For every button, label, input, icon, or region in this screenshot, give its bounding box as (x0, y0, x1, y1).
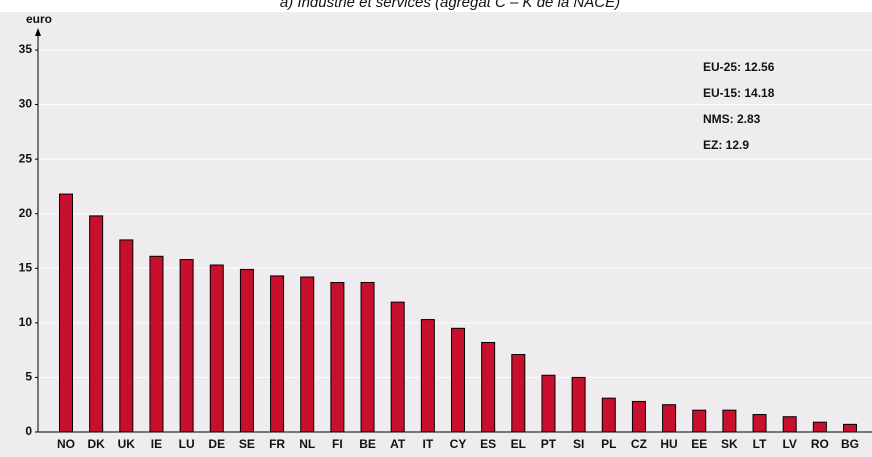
bar (511, 354, 526, 433)
bar (812, 421, 827, 433)
bar (481, 342, 496, 433)
x-tick-label: FI (332, 437, 343, 451)
annotation: NMS: 2.83 (703, 112, 761, 126)
x-tick-label: PL (601, 437, 616, 451)
y-tick-label: 25 (19, 151, 33, 165)
annotation: EZ: 12.9 (703, 138, 749, 152)
x-tick-label: DK (87, 437, 105, 451)
y-tick-label: 5 (25, 370, 32, 384)
bar (722, 409, 737, 433)
x-tick-label: EL (511, 437, 526, 451)
x-tick-label: SE (239, 437, 255, 451)
x-tick-label: HU (660, 437, 677, 451)
bar (571, 376, 586, 433)
annotation: EU-15: 14.18 (703, 86, 775, 100)
y-axis-label: euro (26, 12, 52, 26)
chart-title: a) Industrie et services (agrégat C – K … (280, 0, 620, 11)
bar (59, 193, 73, 433)
bar (89, 215, 104, 433)
x-tick-label: LU (179, 437, 195, 451)
x-tick-label: NL (299, 437, 315, 451)
bar (360, 281, 375, 433)
plot-background (0, 12, 872, 457)
y-tick-label: 20 (19, 206, 33, 220)
y-axis-arrow (35, 28, 41, 36)
x-tick-label: IE (151, 437, 162, 451)
bar (692, 409, 707, 433)
bar (782, 416, 797, 433)
x-tick-label: UK (118, 437, 136, 451)
bar (270, 275, 285, 433)
bar (662, 404, 677, 433)
y-tick-label: 35 (19, 42, 33, 56)
bar (239, 268, 254, 433)
x-tick-label: LT (753, 437, 767, 451)
bar (541, 374, 556, 433)
x-tick-label: LV (782, 437, 796, 451)
x-tick-label: CY (450, 437, 467, 451)
bar (119, 239, 134, 433)
bar (300, 276, 315, 433)
x-tick-label: SK (721, 437, 738, 451)
bar (601, 397, 616, 433)
y-tick-label: 30 (19, 97, 33, 111)
bar (631, 400, 646, 433)
x-tick-label: AT (390, 437, 406, 451)
y-tick-label: 15 (19, 260, 33, 274)
bar (330, 281, 345, 433)
bar (420, 319, 435, 433)
y-tick-label: 0 (25, 424, 32, 438)
bar (390, 301, 405, 433)
x-tick-label: BG (841, 437, 859, 451)
bar (209, 264, 224, 433)
x-tick-label: CZ (631, 437, 647, 451)
x-tick-label: EE (691, 437, 707, 451)
x-tick-label: DE (208, 437, 225, 451)
x-tick-label: RO (811, 437, 829, 451)
bar (451, 327, 465, 433)
x-tick-label: ES (480, 437, 496, 451)
x-tick-label: IT (423, 437, 434, 451)
x-tick-label: FR (269, 437, 285, 451)
y-tick-label: 10 (19, 315, 33, 329)
x-tick-label: PT (541, 437, 557, 451)
x-tick-label: SI (573, 437, 584, 451)
x-tick-label: BE (359, 437, 376, 451)
x-tick-label: NO (57, 437, 75, 451)
annotation: EU-25: 12.56 (703, 60, 775, 74)
bar (149, 255, 164, 433)
bar (179, 259, 194, 433)
bar (843, 423, 857, 433)
bar (752, 414, 767, 433)
